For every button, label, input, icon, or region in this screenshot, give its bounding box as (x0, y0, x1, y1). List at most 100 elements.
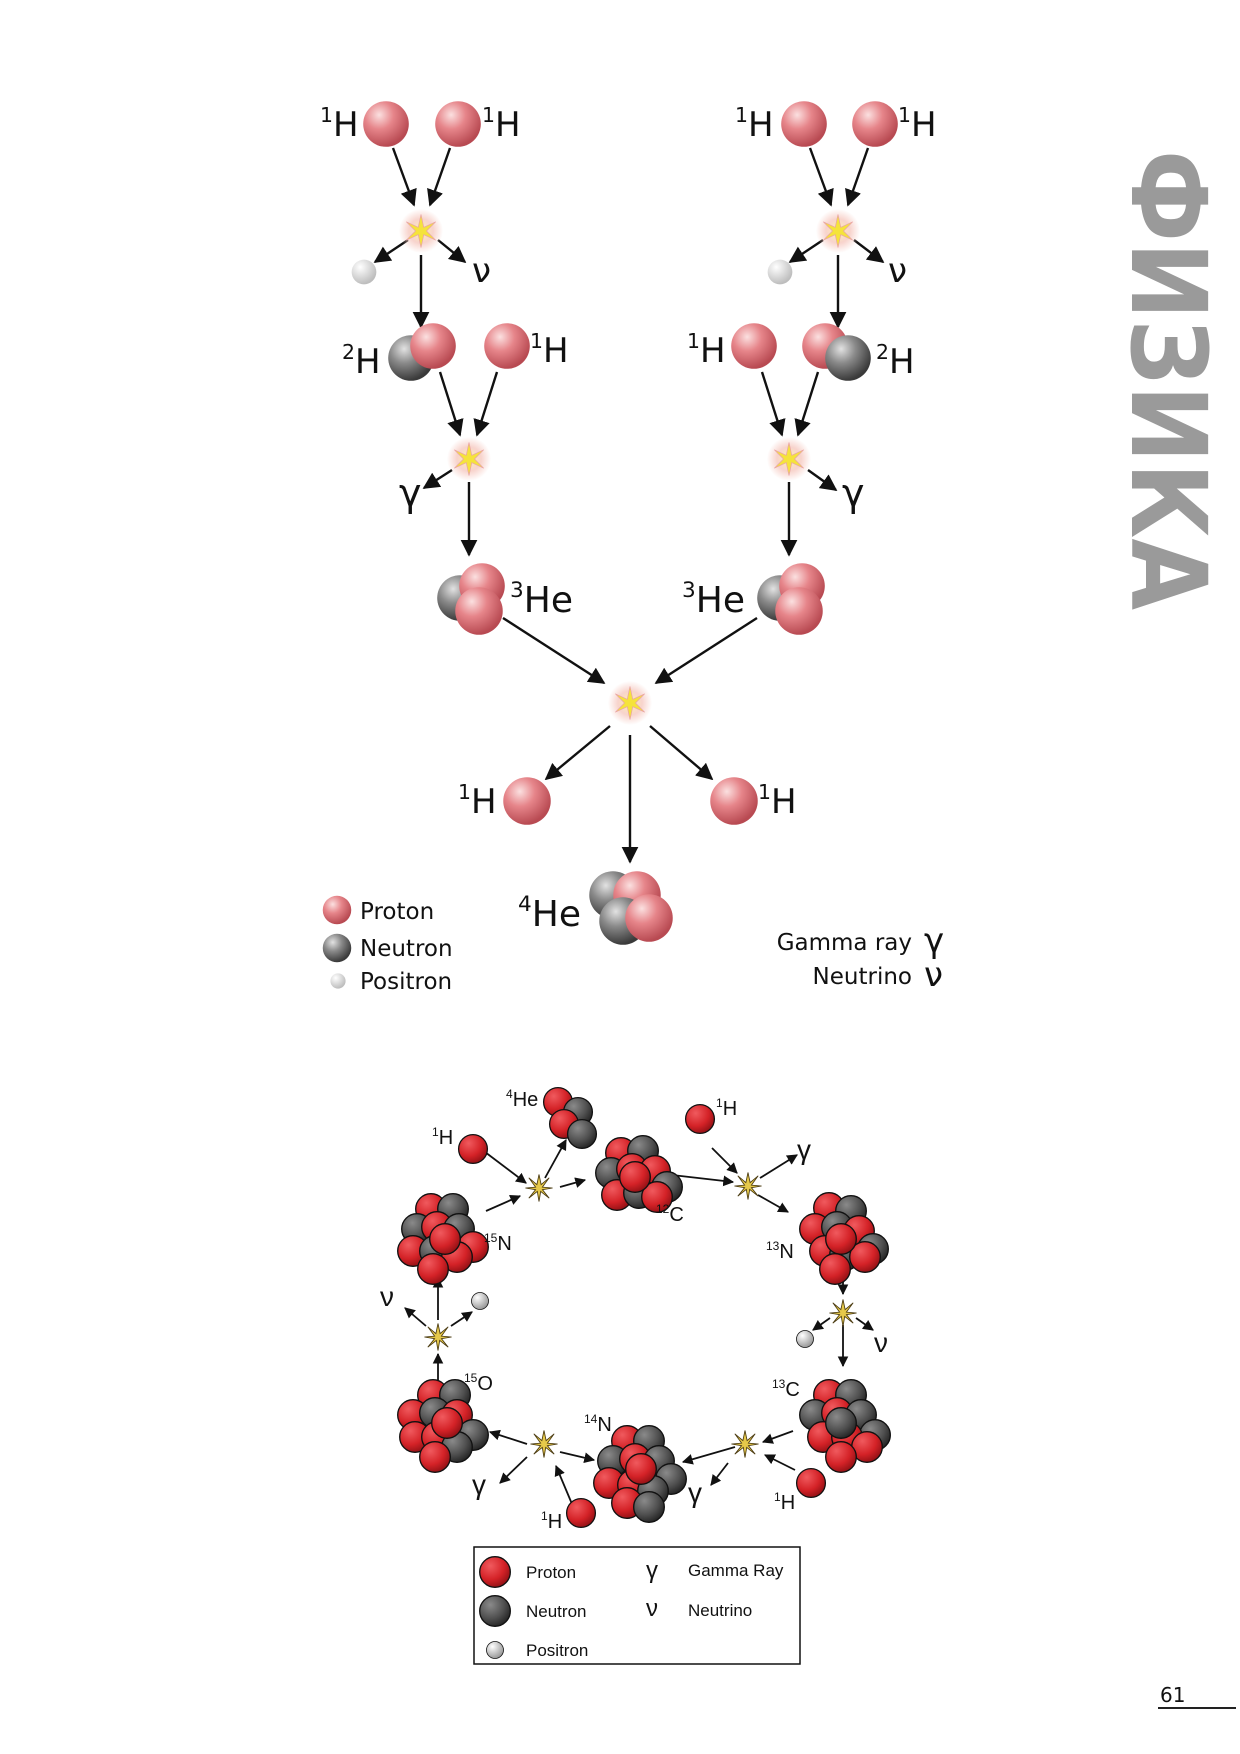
gamma-legend-symbol: γ (924, 921, 944, 961)
pp-label-he4: 4He (518, 892, 581, 935)
fusion-flash-icon (815, 208, 861, 254)
cno-legend-gamma-label: Gamma Ray (688, 1561, 784, 1580)
proton-particle (457, 1133, 489, 1165)
cno-label-h1: 1H (432, 1125, 453, 1149)
page-number-rule (1158, 1707, 1236, 1709)
neutron-legend-icon (322, 933, 352, 963)
cno-label-n13: 13N (766, 1239, 794, 1263)
neutron-legend-icon (479, 1595, 511, 1627)
positron-legend-icon (330, 973, 346, 989)
pp-chain-diagram: 1H 1H 1H 1H ν ν 2H 1H 1H 2H γ γ 3He 3He (320, 101, 944, 995)
neutrino-symbol: ν (874, 1327, 888, 1358)
pp-label-h1: 1H (482, 103, 521, 145)
gamma-symbol: γ (842, 471, 865, 515)
gamma-legend-symbol: γ (646, 1557, 658, 1584)
gamma-symbol: γ (399, 471, 422, 515)
proton-particle (775, 587, 823, 635)
pp-label-h2: 2H (876, 340, 915, 382)
cno-label-h1: 1H (716, 1096, 737, 1120)
cno-label-h1: 1H (541, 1509, 562, 1533)
fusion-flash-icon (446, 436, 492, 482)
cno-label-o15: 15O (464, 1371, 493, 1395)
cno-label-c12: 12C (656, 1202, 684, 1226)
neutrino-symbol: ν (888, 251, 907, 291)
pp-label-h1: 1H (758, 780, 797, 822)
proton-particle (435, 101, 481, 147)
proton-particle (795, 1467, 827, 1499)
reaction-star-icon (733, 1171, 763, 1201)
legend-positron-label: Positron (360, 969, 452, 995)
proton-particle (852, 101, 898, 147)
reaction-star-icon (529, 1429, 559, 1459)
fusion-flash-icon (766, 436, 812, 482)
proton-particle (625, 894, 673, 942)
proton-particle (503, 777, 551, 825)
neutrino-legend-symbol: ν (924, 955, 943, 995)
cno-legend-positron-label: Positron (526, 1641, 588, 1660)
pp-label-h1: 1H (530, 329, 569, 371)
cno-label-n14: 14N (584, 1412, 612, 1436)
positron-particle (351, 259, 377, 285)
side-section-title: ФИЗИКА (1110, 150, 1229, 610)
proton-particle (455, 587, 503, 635)
nitrogen-13-nucleus (799, 1192, 889, 1285)
positron-particle (767, 259, 793, 285)
reaction-star-icon (524, 1173, 554, 1203)
proton-particle (565, 1497, 597, 1529)
pp-label-h1: 1H (735, 103, 774, 145)
pp-label-h1: 1H (320, 103, 359, 145)
legend-neutrino-label: Neutrino (813, 964, 912, 990)
pp-arrows (373, 147, 885, 864)
cno-label-c13: 13C (772, 1377, 800, 1401)
fusion-flash-icon (398, 208, 444, 254)
legend-neutron-label: Neutron (360, 936, 453, 962)
cno-legend-neutron-label: Neutron (526, 1602, 586, 1621)
pp-legend: Proton Neutron Positron Gamma ray γ Neut… (322, 895, 944, 995)
proton-particle (731, 323, 777, 369)
cno-legend-proton-label: Proton (526, 1563, 576, 1582)
legend-gamma-label: Gamma ray (777, 930, 912, 956)
pp-label-he3: 3He (682, 578, 745, 621)
side-title-text: ФИЗИКА (1110, 150, 1229, 610)
neutron-particle (825, 335, 871, 381)
pp-label-he3: 3He (510, 578, 573, 621)
positron-particle (796, 1330, 814, 1348)
neutrino-legend-symbol: ν (646, 1595, 658, 1622)
gamma-symbol: γ (472, 1469, 486, 1500)
pp-label-h1: 1H (687, 329, 726, 371)
positron-legend-icon (486, 1641, 504, 1659)
positron-particle (471, 1292, 489, 1310)
pp-label-h1: 1H (458, 780, 497, 822)
page-number: 61 (1160, 1683, 1186, 1707)
proton-legend-icon (479, 1556, 511, 1588)
proton-particle (781, 101, 827, 147)
reaction-star-icon (423, 1322, 453, 1352)
proton-particle (684, 1103, 716, 1135)
fusion-flash-icon (607, 680, 653, 726)
cno-legend: Proton Neutron Positron γ Gamma Ray ν Ne… (473, 1546, 801, 1665)
proton-legend-icon (322, 895, 352, 925)
proton-particle (710, 777, 758, 825)
proton-particle (363, 101, 409, 147)
proton-particle (484, 323, 530, 369)
cno-cycle-diagram: 12C 13N 13C 14 (380, 1086, 891, 1665)
nitrogen-14-nucleus (593, 1425, 687, 1523)
neutrino-symbol: ν (472, 251, 491, 291)
neutrino-symbol: ν (380, 1281, 394, 1312)
cno-label-h1: 1H (774, 1490, 795, 1514)
reaction-star-icon (828, 1298, 858, 1328)
helium-4-nucleus (542, 1086, 598, 1150)
proton-particle (410, 323, 456, 369)
gamma-symbol: γ (797, 1134, 811, 1165)
carbon-12-nucleus (595, 1135, 683, 1213)
cno-label-n15: 15N (484, 1231, 512, 1255)
cno-label-he4: 4He (506, 1087, 538, 1111)
legend-proton-label: Proton (360, 899, 434, 925)
pp-label-h2: 2H (342, 340, 381, 382)
cno-legend-neutrino-label: Neutrino (688, 1601, 752, 1620)
carbon-13-nucleus (799, 1379, 891, 1473)
oxygen-15-nucleus (397, 1379, 489, 1473)
nitrogen-15-nucleus (397, 1193, 489, 1285)
gamma-symbol: γ (688, 1477, 702, 1508)
